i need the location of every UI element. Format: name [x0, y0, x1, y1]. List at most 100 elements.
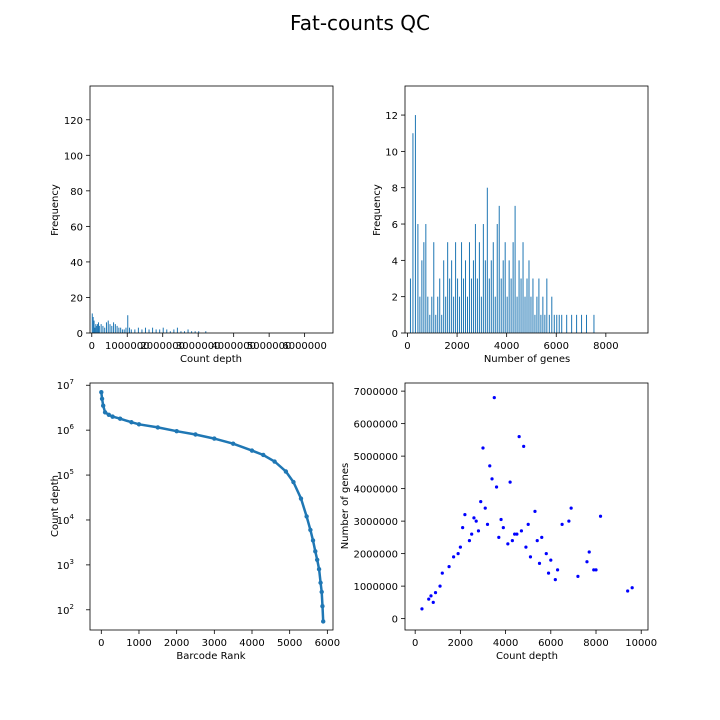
count-depth-histogram-bar [96, 325, 98, 333]
count-depth-histogram-bar [173, 329, 175, 333]
count-depth-histogram-ytick-label: 0 [77, 329, 83, 340]
barcode-rank-point [249, 448, 255, 453]
barcode-rank-point [310, 538, 316, 543]
count-depth-histogram-bar [114, 324, 116, 333]
genes-histogram-bar [419, 296, 421, 333]
genes-histogram-bar [480, 296, 482, 333]
count-depth-histogram-bar [184, 331, 186, 333]
barcode-rank-xtick-label: 2000 [164, 638, 189, 649]
count-depth-histogram-bar [97, 324, 99, 333]
count-depth-histogram-xtick-label: 1000000 [105, 341, 150, 352]
barcode-rank-xtick-label: 1000 [126, 638, 151, 649]
genes-histogram-bar [472, 260, 474, 333]
genes-histogram-bar [556, 314, 558, 333]
genes-histogram-bar [466, 296, 468, 333]
genes-histogram-bar [423, 242, 425, 333]
barcode-rank-point [261, 452, 266, 458]
scatter-point [438, 584, 442, 588]
figure-title: Fat-counts QC [290, 11, 430, 35]
scatter-ytick-label: 2000000 [353, 550, 398, 561]
barcode-rank-point [106, 412, 112, 417]
count-depth-histogram-bar [102, 325, 104, 333]
count-depth-histogram-bar [105, 322, 107, 333]
count-depth-histogram-bar [94, 327, 96, 333]
genes-histogram-bar [490, 260, 492, 333]
barcode-rank-point [316, 567, 322, 572]
genes-histogram-ytick-label: 0 [392, 329, 398, 340]
barcode-rank-panel: Barcode Rank Count depth 0 1000 2000 3000 40… [50, 378, 340, 662]
count-depth-histogram-bar [187, 329, 189, 333]
genes-histogram-bar [504, 242, 506, 333]
genes-histogram-bar [576, 314, 578, 333]
barcode-rank-point [117, 416, 123, 421]
count-depth-histogram-bar [166, 329, 168, 333]
scatter-point [567, 519, 571, 523]
genes-histogram-bar [470, 278, 472, 333]
count-depth-histogram-xlabel: Count depth [180, 354, 242, 365]
scatter-point [524, 545, 528, 549]
scatter-ytick-label: 1000000 [353, 582, 398, 593]
scatter-point [626, 589, 630, 593]
scatter-point [499, 517, 503, 522]
count-depth-histogram-bar [134, 329, 136, 333]
genes-histogram-ytick-label: 4 [392, 256, 398, 267]
barcode-rank-point [318, 580, 323, 585]
genes-histogram-bar [421, 260, 423, 333]
scatter-point [508, 480, 512, 484]
genes-histogram-bar [425, 224, 427, 333]
count-depth-histogram-bar [91, 313, 93, 333]
barcode-rank-point [212, 436, 217, 441]
scatter-ytick-label: 7000000 [353, 387, 398, 398]
scatter-point [587, 550, 591, 554]
genes-histogram-bar [508, 260, 510, 333]
genes-histogram-bar [414, 115, 416, 333]
genes-histogram-bar [528, 260, 530, 333]
count-depth-histogram-ylabel: Frequency [50, 184, 61, 236]
count-depth-histogram-bar [98, 325, 100, 333]
genes-histogram-bar [514, 205, 516, 333]
genes-histogram-bar [548, 314, 550, 333]
scatter-point [555, 568, 560, 572]
genes-histogram-bar [476, 278, 478, 333]
scatter-point [585, 560, 589, 564]
count-depth-histogram-bar [93, 320, 95, 333]
genes-histogram-bar [522, 242, 524, 333]
genes-histogram-bar [540, 314, 542, 333]
scatter-xlabel: Count depth [496, 651, 558, 662]
barcode-rank-point [314, 557, 320, 562]
count-depth-histogram-bar [100, 324, 102, 333]
barcode-rank-point [313, 549, 318, 554]
genes-histogram-ytick-label: 2 [392, 293, 398, 304]
genes-histogram-bar [546, 278, 548, 333]
scatter-point [553, 578, 557, 582]
genes-histogram-bar [429, 314, 431, 333]
barcode-rank-xtick-label: 0 [98, 638, 104, 649]
scatter-point [447, 565, 451, 569]
count-depth-histogram-bar [95, 324, 97, 333]
barcode-rank-ytick-label: 103 [57, 558, 74, 572]
genes-histogram-ytick-label: 6 [392, 220, 398, 231]
scatter-point [497, 535, 501, 539]
scatter-point [431, 600, 435, 604]
genes-histogram-bar [431, 296, 433, 333]
genes-histogram-xtick-label: 6000 [544, 341, 569, 352]
genes-histogram-panel: Number of genes Frequency 0 2000 4000 6000 8… [372, 85, 649, 365]
genes-histogram-bar [492, 242, 494, 333]
genes-histogram-bar [465, 260, 467, 333]
count-depth-histogram-bar [127, 315, 129, 333]
count-depth-histogram-ytick-label: 20 [70, 293, 83, 304]
count-depth-histogram-ytick-label: 80 [70, 187, 83, 198]
barcode-rank-point [102, 410, 108, 415]
scatter-point [560, 522, 564, 526]
genes-histogram-bar [461, 242, 463, 333]
genes-histogram-bar [435, 314, 437, 333]
scatter-xtick-label: 8000 [583, 638, 608, 649]
count-depth-histogram-bar [159, 329, 161, 333]
barcode-rank-ytick-label: 102 [57, 603, 74, 617]
barcode-rank-ytick-label: 106 [57, 423, 75, 437]
genes-histogram-bar [581, 314, 583, 333]
scatter-point [481, 446, 485, 450]
scatter-point [440, 571, 444, 575]
count-depth-histogram-frame [89, 85, 334, 334]
barcode-rank-point [155, 425, 161, 430]
